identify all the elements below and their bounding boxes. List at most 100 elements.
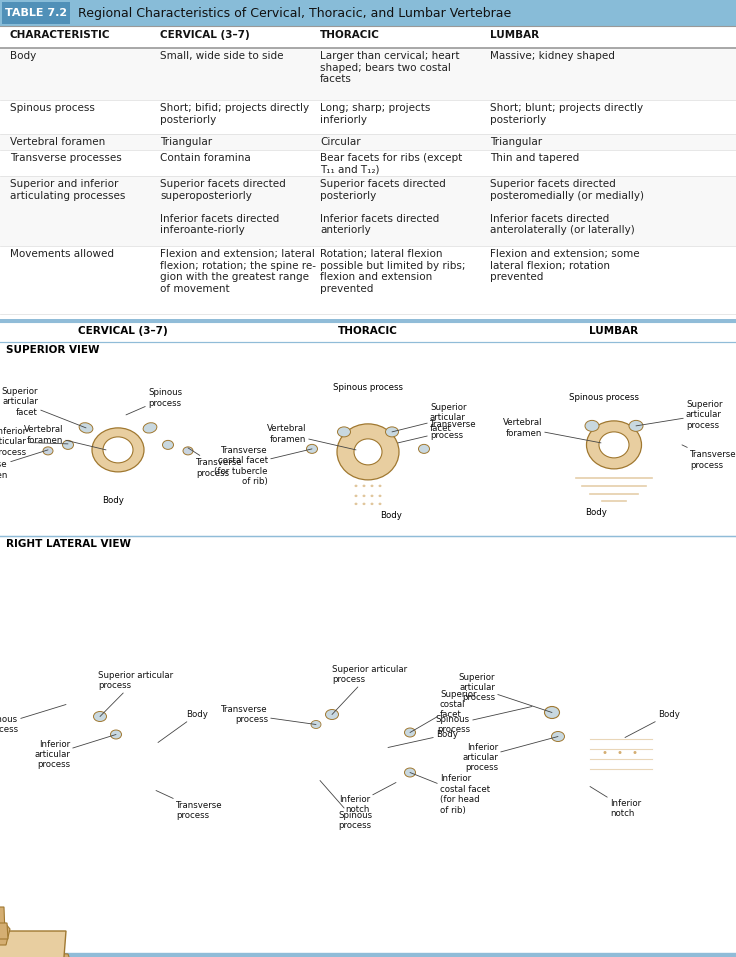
- Text: Transverse
process: Transverse process: [156, 790, 222, 820]
- Ellipse shape: [355, 495, 358, 497]
- Polygon shape: [0, 907, 5, 935]
- Text: Transverse processes: Transverse processes: [10, 153, 121, 163]
- Text: Transverse
process: Transverse process: [188, 448, 243, 478]
- Text: Transverse
process: Transverse process: [398, 420, 477, 443]
- Text: LUMBAR: LUMBAR: [589, 326, 638, 336]
- Bar: [0, 953, 736, 957]
- Text: Inferior
articular
process: Inferior articular process: [462, 737, 558, 772]
- Bar: [0, 0, 736, 26]
- Ellipse shape: [43, 447, 53, 455]
- Text: SUPERIOR VIEW: SUPERIOR VIEW: [6, 345, 99, 355]
- Polygon shape: [0, 935, 34, 957]
- Text: Spinous process: Spinous process: [569, 393, 639, 402]
- Text: Superior facets directed
posteriorly

Inferior facets directed
anteriorly: Superior facets directed posteriorly Inf…: [320, 179, 446, 235]
- Text: Spinous
process: Spinous process: [0, 704, 66, 734]
- Text: Body: Body: [102, 496, 124, 505]
- Text: Short; bifid; projects directly
posteriorly: Short; bifid; projects directly posterio…: [160, 103, 309, 124]
- Text: TABLE 7.2: TABLE 7.2: [5, 8, 67, 18]
- Text: Inferior
notch: Inferior notch: [339, 783, 396, 814]
- Ellipse shape: [110, 730, 121, 739]
- Polygon shape: [30, 952, 70, 957]
- Bar: [0, 134, 736, 150]
- Ellipse shape: [311, 721, 321, 728]
- Bar: [0, 358, 736, 536]
- Ellipse shape: [325, 709, 339, 720]
- Text: Superior facets directed
superoposteriorly

Inferior facets directed
inferoante­: Superior facets directed superoposterior…: [160, 179, 286, 235]
- Ellipse shape: [337, 424, 399, 479]
- Text: THORACIC: THORACIC: [338, 326, 398, 336]
- Ellipse shape: [163, 440, 174, 450]
- Text: Triangular: Triangular: [160, 137, 212, 147]
- Ellipse shape: [306, 444, 317, 454]
- Ellipse shape: [405, 728, 416, 737]
- Bar: [0, 552, 736, 953]
- Bar: [0, 246, 736, 314]
- Ellipse shape: [405, 768, 416, 777]
- Text: Body: Body: [380, 511, 402, 520]
- Bar: [0, 48, 736, 100]
- Text: Rotation; lateral flexion
possible but limited by ribs;
flexion and extension
pr: Rotation; lateral flexion possible but l…: [320, 249, 465, 294]
- Ellipse shape: [378, 484, 381, 487]
- Text: Transverse
costal facet
(for tubercle
of rib): Transverse costal facet (for tubercle of…: [214, 446, 312, 486]
- Text: Spinous
process: Spinous process: [126, 389, 182, 415]
- Ellipse shape: [363, 495, 366, 497]
- Text: Body: Body: [625, 710, 680, 738]
- Polygon shape: [0, 935, 55, 957]
- Text: CERVICAL (3–7): CERVICAL (3–7): [78, 326, 168, 336]
- Ellipse shape: [545, 706, 559, 719]
- Ellipse shape: [103, 437, 133, 463]
- Text: RIGHT LATERAL VIEW: RIGHT LATERAL VIEW: [6, 539, 131, 549]
- Text: Circular: Circular: [320, 137, 361, 147]
- Bar: [0, 150, 736, 176]
- Text: Spinous
process: Spinous process: [320, 781, 372, 831]
- Text: Inferior
articular
process: Inferior articular process: [0, 427, 68, 456]
- Ellipse shape: [363, 484, 366, 487]
- Bar: [0, 176, 736, 246]
- Text: Transverse
process: Transverse process: [222, 704, 316, 724]
- Bar: [0, 536, 736, 552]
- Ellipse shape: [604, 751, 606, 754]
- Text: Triangular: Triangular: [490, 137, 542, 147]
- Text: Body: Body: [388, 730, 458, 747]
- Text: CHARACTERISTIC: CHARACTERISTIC: [10, 30, 110, 40]
- Text: Vertebral
foramen: Vertebral foramen: [266, 424, 356, 450]
- Text: CERVICAL (3–7): CERVICAL (3–7): [160, 30, 250, 40]
- Text: Vertebral
foramen: Vertebral foramen: [503, 418, 601, 443]
- Text: Superior and inferior
articulating processes: Superior and inferior articulating proce…: [10, 179, 125, 201]
- Text: Body: Body: [10, 51, 36, 61]
- Text: Flexion and extension; lateral
flexion; rotation; the spine re-
gion with the gr: Flexion and extension; lateral flexion; …: [160, 249, 316, 294]
- Text: Thin and tapered: Thin and tapered: [490, 153, 579, 163]
- Ellipse shape: [419, 444, 430, 454]
- Ellipse shape: [63, 440, 74, 450]
- Ellipse shape: [370, 484, 373, 487]
- Text: Bear facets for ribs (except
T₁₁ and T₁₂): Bear facets for ribs (except T₁₁ and T₁₂…: [320, 153, 462, 174]
- Text: Inferior
articular
process: Inferior articular process: [34, 735, 116, 769]
- Text: Superior
articular
process: Superior articular process: [459, 673, 552, 713]
- Ellipse shape: [183, 447, 193, 455]
- Text: THORACIC: THORACIC: [320, 30, 380, 40]
- Text: Spinous process: Spinous process: [10, 103, 95, 113]
- Ellipse shape: [338, 427, 350, 437]
- Ellipse shape: [629, 420, 643, 432]
- Text: Superior articular
process: Superior articular process: [332, 665, 407, 715]
- Text: Superior
articular
facet: Superior articular facet: [1, 387, 86, 428]
- Ellipse shape: [363, 502, 366, 505]
- Ellipse shape: [354, 439, 382, 465]
- Polygon shape: [0, 923, 8, 939]
- Text: Superior
costal
facet: Superior costal facet: [410, 690, 476, 732]
- Text: Small, wide side to side: Small, wide side to side: [160, 51, 283, 61]
- Ellipse shape: [355, 484, 358, 487]
- Ellipse shape: [551, 731, 565, 742]
- Text: Long; sharp; projects
inferiorly: Long; sharp; projects inferiorly: [320, 103, 431, 124]
- Polygon shape: [0, 931, 66, 957]
- Polygon shape: [30, 945, 60, 957]
- Bar: [0, 342, 736, 358]
- Ellipse shape: [599, 432, 629, 457]
- Text: Body: Body: [158, 710, 208, 743]
- Ellipse shape: [143, 423, 157, 433]
- Text: Inferior
notch: Inferior notch: [590, 787, 641, 818]
- Ellipse shape: [378, 502, 381, 505]
- Ellipse shape: [370, 502, 373, 505]
- Text: Superior facets directed
posteromedially (or medially)

Inferior facets directed: Superior facets directed posteromedially…: [490, 179, 644, 235]
- Bar: [0, 322, 736, 342]
